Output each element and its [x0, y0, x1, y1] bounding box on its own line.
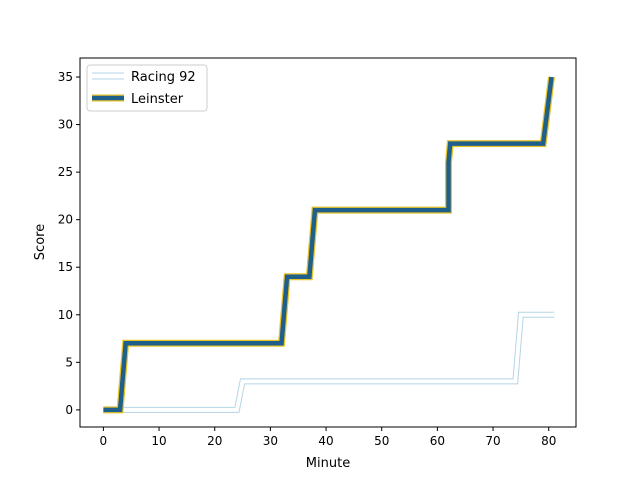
y-tick-label: 5	[65, 355, 73, 369]
y-tick-label: 15	[58, 260, 73, 274]
x-tick-label: 40	[318, 434, 333, 448]
x-tick-label: 30	[263, 434, 278, 448]
x-tick-label: 70	[485, 434, 500, 448]
legend-label-leinster: Leinster	[131, 92, 184, 107]
series-line-inner	[103, 312, 555, 412]
legend: Racing 92 Leinster	[86, 64, 208, 112]
y-tick-label: 10	[58, 308, 73, 322]
x-tick-label: 20	[207, 434, 222, 448]
y-tick-label: 30	[58, 118, 73, 132]
x-tick-label: 50	[374, 434, 389, 448]
series-racing-92	[103, 311, 555, 413]
x-axis: 0 10 20 30 40 50 60 70 80	[100, 427, 556, 448]
y-tick-label: 25	[58, 165, 73, 179]
plot-frame	[79, 57, 577, 428]
x-axis-label: Minute	[306, 456, 350, 471]
x-tick-label: 80	[541, 434, 556, 448]
series-line	[103, 76, 554, 413]
y-axis: 0 5 10 15 20 25 30 35	[58, 70, 80, 417]
series-leinster	[103, 76, 555, 414]
series-layer	[103, 76, 555, 414]
y-tick-label: 35	[58, 70, 73, 84]
x-tick-label: 0	[100, 434, 108, 448]
y-axis-label: Score	[33, 224, 48, 260]
y-tick-label: 20	[58, 213, 73, 227]
legend-label-racing-92: Racing 92	[131, 70, 196, 85]
x-tick-label: 10	[151, 434, 166, 448]
x-tick-label: 60	[430, 434, 445, 448]
y-tick-label: 0	[65, 403, 73, 417]
